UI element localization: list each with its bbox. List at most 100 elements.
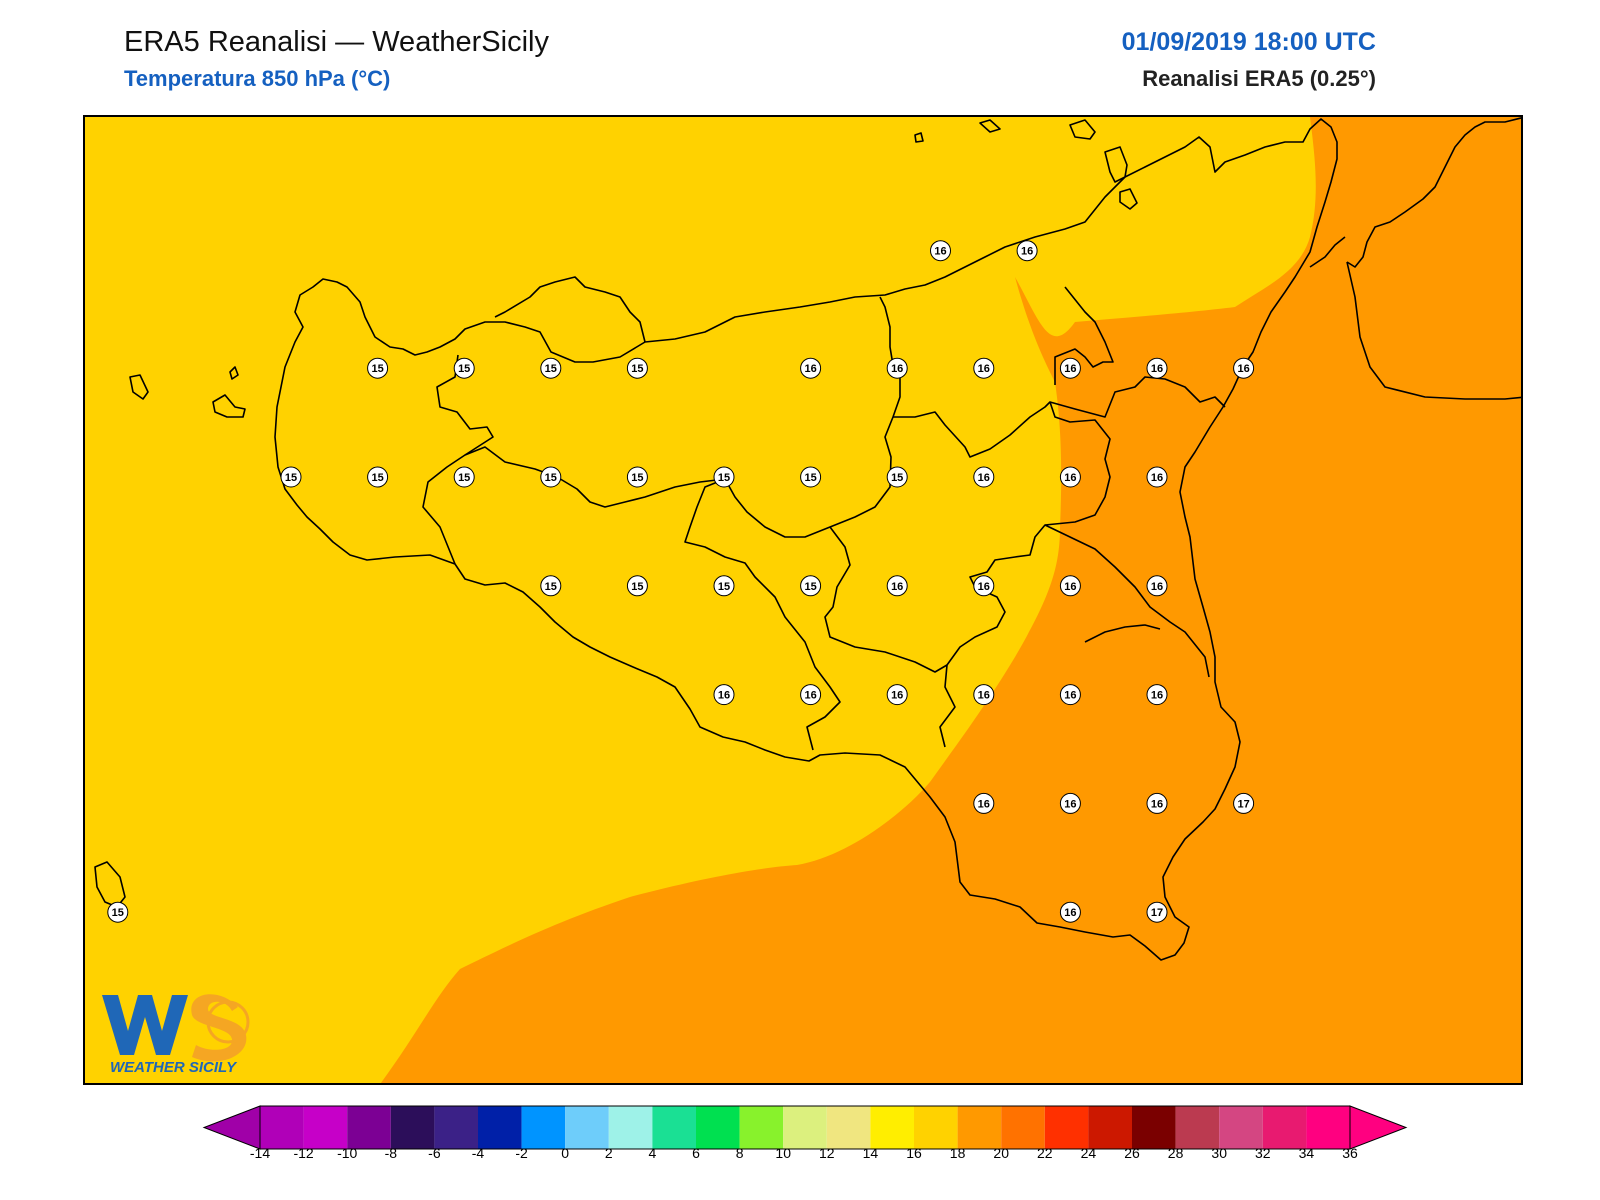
- station-value: 16: [934, 246, 946, 258]
- station-value: 15: [545, 472, 557, 484]
- colorbar-over-arrow: [1350, 1106, 1406, 1149]
- weather-sicily-logo: WEATHER SICILY: [100, 987, 250, 1077]
- colorbar-swatch: [783, 1106, 827, 1149]
- colorbar-swatch: [827, 1106, 871, 1149]
- station-value: 16: [1064, 907, 1076, 919]
- colorbar-swatch: [1176, 1106, 1220, 1149]
- colorbar-tick-label: -12: [293, 1145, 313, 1160]
- colorbar-tick-label: 24: [1081, 1145, 1097, 1160]
- station-value: 16: [1151, 363, 1163, 375]
- station-value: 15: [112, 907, 124, 919]
- colorbar-swatch: [1088, 1106, 1132, 1149]
- station-value: 16: [978, 363, 990, 375]
- temperature-map: 16 16 15 15 15 15 16 16 16 16 16 16 15 15 15 15 15 15 15 15…: [85, 117, 1523, 1085]
- station-value: 17: [1151, 907, 1163, 919]
- station-value: 15: [458, 363, 470, 375]
- station-value: 16: [891, 581, 903, 593]
- colorbar-swatch: [565, 1106, 609, 1149]
- colorbar-tick-label: 28: [1168, 1145, 1184, 1160]
- station-value: 15: [804, 581, 816, 593]
- station-value: 15: [631, 472, 643, 484]
- station-value: 16: [978, 798, 990, 810]
- colorbar-tick-label: 36: [1342, 1145, 1358, 1160]
- colorbar-tick-label: 10: [775, 1145, 791, 1160]
- colorbar-tick-label: 2: [605, 1145, 613, 1160]
- station-value: 15: [891, 472, 903, 484]
- station-value: 16: [804, 690, 816, 702]
- station-value: 15: [804, 472, 816, 484]
- colorbar-tick-label: 26: [1124, 1145, 1140, 1160]
- colorbar-swatch: [1263, 1106, 1307, 1149]
- colorbar-tick-label: -2: [515, 1145, 528, 1160]
- colorbar-swatch: [260, 1106, 304, 1149]
- colorbar-swatch: [434, 1106, 478, 1149]
- station-value: 15: [631, 363, 643, 375]
- colorbar-swatch: [304, 1106, 348, 1149]
- colorbar-swatch: [478, 1106, 522, 1149]
- station-value: 16: [1064, 363, 1076, 375]
- colorbar-tick-label: 30: [1211, 1145, 1227, 1160]
- station-value: 16: [978, 581, 990, 593]
- station-value: 16: [891, 690, 903, 702]
- colorbar-tick-label: -14: [250, 1145, 270, 1160]
- colorbar-tick-label: -10: [337, 1145, 357, 1160]
- colorbar-tick-label: -6: [428, 1145, 441, 1160]
- colorbar-swatch: [1306, 1106, 1350, 1149]
- station-value: 15: [371, 363, 383, 375]
- colorbar-tick-label: 34: [1299, 1145, 1315, 1160]
- colorbar-swatch: [347, 1106, 391, 1149]
- station-value: 16: [978, 472, 990, 484]
- station-value: 15: [285, 472, 297, 484]
- station-value: 15: [545, 363, 557, 375]
- station-value: 15: [545, 581, 557, 593]
- colorbar-swatch: [609, 1106, 653, 1149]
- colorbar-swatch: [1132, 1106, 1176, 1149]
- colorbar-tick-label: 8: [736, 1145, 744, 1160]
- colorbar-swatch: [696, 1106, 740, 1149]
- colorbar-swatch: [652, 1106, 696, 1149]
- station-value: 15: [458, 472, 470, 484]
- colorbar-swatch: [391, 1106, 435, 1149]
- station-value: 16: [1151, 472, 1163, 484]
- station-value: 16: [891, 363, 903, 375]
- logo-wordmark: WEATHER SICILY: [110, 1059, 236, 1076]
- station-value: 15: [718, 581, 730, 593]
- map-datetime: 01/09/2019 18:00 UTC: [1122, 28, 1376, 57]
- ws-logo-icon: [100, 987, 250, 1062]
- station-value: 16: [1064, 798, 1076, 810]
- station-value: 16: [1064, 581, 1076, 593]
- colorbar-tick-label: 4: [649, 1145, 657, 1160]
- colorbar-swatch: [1219, 1106, 1263, 1149]
- colorbar-tick-label: 16: [906, 1145, 922, 1160]
- colorbar-tick-label: -4: [472, 1145, 485, 1160]
- colorbar-tick-label: 0: [561, 1145, 569, 1160]
- map-panel: 16 16 15 15 15 15 16 16 16 16 16 16 15 15 15 15 15 15 15 15…: [83, 115, 1523, 1085]
- colorbar-swatch: [958, 1106, 1002, 1149]
- station-value: 15: [371, 472, 383, 484]
- colorbar-swatch: [740, 1106, 784, 1149]
- station-value: 16: [1151, 690, 1163, 702]
- colorbar: -14 -12 -10 -8 -6 -4 -2 0 2 4 6 8 10 12 14 16 18 20 22 24 26…: [0, 1100, 1600, 1160]
- station-value: 16: [1064, 690, 1076, 702]
- station-value: 15: [718, 472, 730, 484]
- station-value: 16: [1064, 472, 1076, 484]
- station-value: 16: [1151, 581, 1163, 593]
- colorbar-swatch: [522, 1106, 566, 1149]
- station-value: 16: [1021, 246, 1033, 258]
- colorbar-tick-label: 20: [993, 1145, 1009, 1160]
- station-value: 15: [631, 581, 643, 593]
- station-value: 17: [1237, 798, 1249, 810]
- colorbar-under-arrow: [204, 1106, 260, 1149]
- colorbar-swatch: [870, 1106, 914, 1149]
- station-value: 16: [718, 690, 730, 702]
- model-label: Reanalisi ERA5 (0.25°): [1142, 66, 1376, 92]
- map-subtitle: Temperatura 850 hPa (°C): [124, 66, 390, 92]
- colorbar-swatches: [204, 1106, 1406, 1149]
- map-title: ERA5 Reanalisi — WeatherSicily: [124, 26, 549, 59]
- colorbar-tick-label: 6: [692, 1145, 700, 1160]
- colorbar-tick-label: -8: [385, 1145, 398, 1160]
- colorbar-tick-label: 22: [1037, 1145, 1053, 1160]
- colorbar-tick-label: 14: [863, 1145, 879, 1160]
- station-value: 16: [1237, 363, 1249, 375]
- station-value: 16: [1151, 798, 1163, 810]
